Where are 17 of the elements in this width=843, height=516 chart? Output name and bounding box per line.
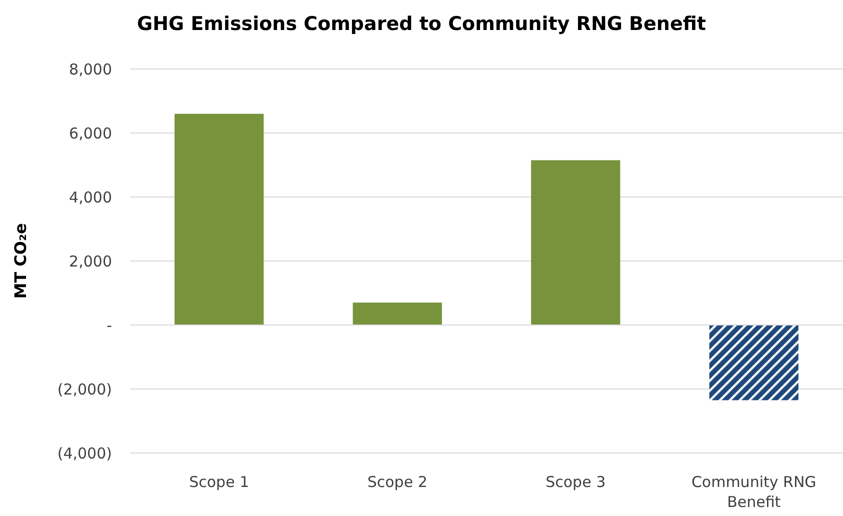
x-tick-label: Scope 3 — [546, 473, 606, 491]
y-tick-label: 2,000 — [69, 252, 112, 270]
bar — [531, 160, 620, 325]
y-tick-label: 4,000 — [69, 188, 112, 206]
y-tick-label: - — [106, 316, 112, 334]
chart-title: GHG Emissions Compared to Community RNG Benefit — [137, 13, 706, 35]
y-tick-label: (4,000) — [57, 444, 112, 462]
y-axis-title: MT CO₂e — [11, 223, 30, 299]
x-tick-label: Scope 1 — [189, 473, 250, 491]
bar — [174, 114, 264, 325]
y-tick-label: 8,000 — [69, 60, 112, 78]
bar — [709, 325, 798, 400]
x-tick-label: Scope 2 — [367, 473, 428, 491]
y-tick-label: 6,000 — [69, 124, 112, 142]
y-tick-label: (2,000) — [57, 380, 112, 398]
bar — [352, 302, 442, 325]
x-tick-label: Community RNG Benefit — [691, 473, 816, 511]
